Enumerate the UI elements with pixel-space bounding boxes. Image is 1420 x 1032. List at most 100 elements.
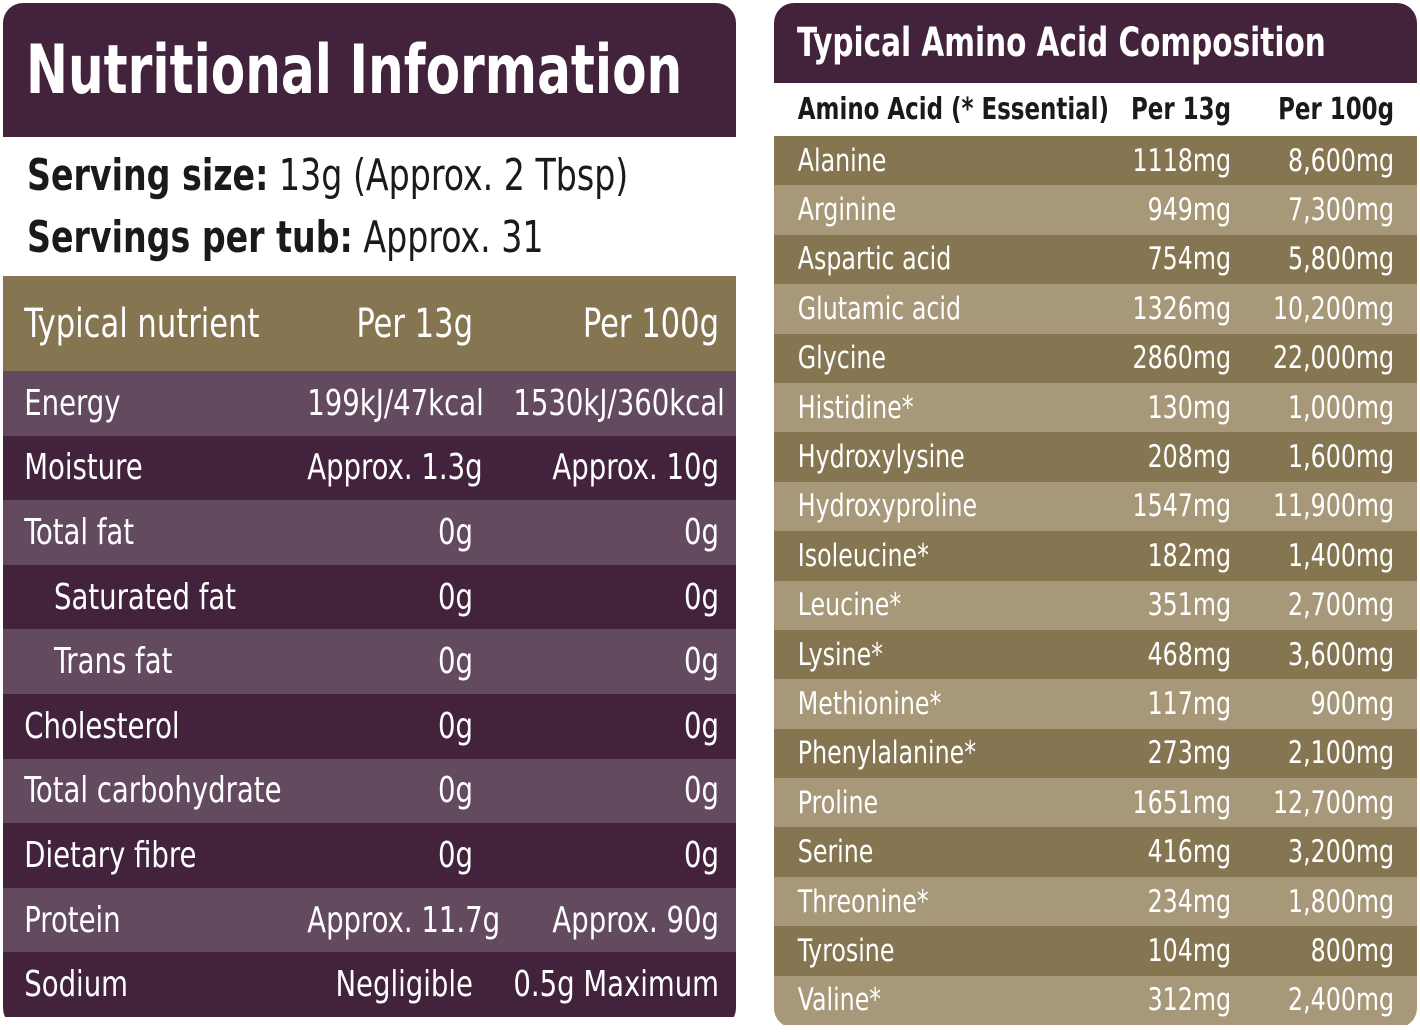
amino-per-13g: 468mg: [1147, 636, 1231, 673]
servings-per-tub-value: Approx. 31: [363, 211, 544, 263]
amino-table-header: Amino Acid (* Essential) Per 13g Per 100…: [774, 83, 1417, 136]
nutrient-per-100g: 0g: [684, 834, 719, 876]
nutritional-information-panel: Nutritional Information Serving size: 13…: [3, 3, 736, 1028]
nutrient-column-header: Typical nutrient: [24, 300, 260, 347]
amino-per-100g: 10,200mg: [1272, 290, 1395, 327]
table-row: Leucine* 351mg 2,700mg: [774, 580, 1417, 630]
table-row: Glutamic acid 1326mg 10,200mg: [774, 284, 1417, 334]
table-row: Sodium Negligible 0.5g Maximum: [3, 952, 736, 1017]
amino-per-100g: 900mg: [1310, 685, 1395, 722]
amino-per-13g: 130mg: [1147, 389, 1231, 426]
amino-acid-name: Threonine*: [797, 883, 929, 920]
amino-per-100g: 5,800mg: [1288, 241, 1395, 278]
amino-per-100g: 3,600mg: [1288, 636, 1395, 673]
amino-per-13g: 104mg: [1147, 932, 1231, 969]
amino-acid-name: Proline: [797, 784, 879, 821]
amino-acid-name: Isoleucine*: [797, 537, 929, 574]
table-row: Isoleucine* 182mg 1,400mg: [774, 531, 1417, 581]
amino-per-13g: 117mg: [1147, 685, 1231, 722]
nutrient-per-13g: Approx. 1.3g: [307, 447, 483, 489]
amino-acid-name: Glycine: [797, 340, 887, 377]
nutrient-per-100g: 0g: [684, 641, 719, 683]
nutrient-name: Moisture: [24, 447, 143, 489]
amino-per-13g: 949mg: [1147, 192, 1231, 229]
table-row: Glycine 2860mg 22,000mg: [774, 333, 1417, 383]
table-row: Total carbohydrate 0g 0g: [3, 758, 736, 824]
table-row: Methionine* 117mg 900mg: [774, 679, 1417, 729]
amino-per-13g: 208mg: [1147, 439, 1231, 476]
nutrient-per-13g: Negligible: [335, 964, 473, 1006]
nutrition-table-body: Energy 199kJ/47kcal 1530kJ/360kcal Moist…: [3, 371, 736, 1017]
amino-acid-name: Arginine: [797, 192, 897, 229]
amino-acid-name: Histidine*: [797, 389, 914, 426]
amino-acid-name: Methionine*: [797, 685, 942, 722]
amino-title-bar: Typical Amino Acid Composition: [774, 3, 1417, 83]
amino-acid-name: Valine*: [797, 982, 882, 1019]
amino-per-100g: 12,700mg: [1272, 784, 1395, 821]
nutrient-name: Trans fat: [54, 641, 173, 683]
amino-acid-name: Tyrosine: [797, 932, 895, 969]
nutrition-title: Nutritional Information: [25, 30, 683, 110]
nutrient-per-100g: Approx. 10g: [552, 447, 719, 489]
nutrient-name: Saturated fat: [54, 576, 237, 618]
amino-per-100g: 2,700mg: [1288, 587, 1395, 624]
amino-per-13g: 312mg: [1147, 982, 1231, 1019]
servings-per-tub-label: Servings per tub:: [27, 211, 353, 263]
table-row: Dietary fibre 0g 0g: [3, 823, 736, 888]
serving-info: Serving size: 13g (Approx. 2 Tbsp) Servi…: [3, 137, 736, 276]
amino-per-13g-column-header: Per 13g: [1130, 92, 1231, 127]
nutrient-name: Sodium: [24, 964, 128, 1006]
amino-per-100g: 1,000mg: [1288, 389, 1395, 426]
nutrient-per-13g: 0g: [438, 705, 473, 747]
amino-acid-column-header: Amino Acid (* Essential): [797, 92, 1110, 127]
amino-acid-name: Leucine*: [797, 587, 902, 624]
amino-per-13g: 2860mg: [1132, 340, 1231, 377]
amino-acid-panel: Typical Amino Acid Composition Amino Aci…: [774, 3, 1417, 1028]
nutrient-name: Protein: [24, 899, 121, 941]
servings-per-tub-line: Servings per tub: Approx. 31: [27, 207, 623, 269]
nutrient-per-13g: 0g: [438, 641, 473, 683]
nutrition-table-header: Typical nutrient Per 13g Per 100g: [3, 276, 736, 371]
table-row: Lysine* 468mg 3,600mg: [774, 629, 1417, 680]
nutrient-per-100g: 1530kJ/360kcal: [513, 382, 725, 424]
nutrient-per-100g: 0g: [684, 511, 719, 553]
table-row: Trans fat 0g 0g: [3, 629, 736, 694]
amino-per-13g: 1118mg: [1132, 142, 1231, 179]
table-row: Hydroxylysine 208mg 1,600mg: [774, 432, 1417, 482]
amino-per-100g: 8,600mg: [1288, 142, 1395, 179]
table-row: Proline 1651mg 12,700mg: [774, 778, 1417, 828]
per-100g-column-header: Per 100g: [582, 300, 719, 347]
table-row: Histidine* 130mg 1,000mg: [774, 382, 1417, 433]
table-row: Arginine 949mg 7,300mg: [774, 185, 1417, 235]
nutrient-name: Energy: [24, 382, 121, 424]
amino-per-100g: 3,200mg: [1288, 834, 1395, 871]
nutrient-per-13g: 199kJ/47kcal: [307, 382, 484, 424]
nutrient-per-100g: 0g: [684, 705, 719, 747]
nutrient-name: Cholesterol: [24, 705, 180, 747]
nutrient-per-13g: 0g: [438, 511, 473, 553]
table-row: Total fat 0g 0g: [3, 500, 736, 565]
nutrition-title-bar: Nutritional Information: [3, 3, 736, 137]
table-row: Valine* 312mg 2,400mg: [774, 975, 1417, 1026]
amino-per-100g: 1,800mg: [1288, 883, 1395, 920]
nutrient-per-13g: Approx. 11.7g: [307, 899, 501, 941]
table-row: Alanine 1118mg 8,600mg: [774, 136, 1417, 186]
nutrient-per-13g: 0g: [438, 834, 473, 876]
amino-per-100g: 7,300mg: [1288, 192, 1395, 229]
amino-acid-name: Lysine*: [797, 636, 884, 673]
nutrient-per-100g: 0.5g Maximum: [513, 964, 719, 1006]
amino-per-100g: 11,900mg: [1272, 488, 1395, 525]
amino-acid-name: Aspartic acid: [797, 241, 952, 278]
amino-per-100g: 800mg: [1310, 932, 1395, 969]
table-row: Tyrosine 104mg 800mg: [774, 926, 1417, 976]
table-row: Hydroxyproline 1547mg 11,900mg: [774, 481, 1417, 532]
amino-acid-name: Phenylalanine*: [797, 735, 977, 772]
table-row: Saturated fat 0g 0g: [3, 564, 736, 630]
table-row: Aspartic acid 754mg 5,800mg: [774, 234, 1417, 285]
amino-title: Typical Amino Acid Composition: [796, 20, 1326, 66]
nutrient-name: Total carbohydrate: [24, 770, 282, 812]
per-13g-column-header: Per 13g: [356, 300, 473, 347]
amino-per-13g: 1651mg: [1132, 784, 1231, 821]
amino-per-13g: 351mg: [1147, 587, 1231, 624]
amino-per-13g: 182mg: [1147, 537, 1231, 574]
